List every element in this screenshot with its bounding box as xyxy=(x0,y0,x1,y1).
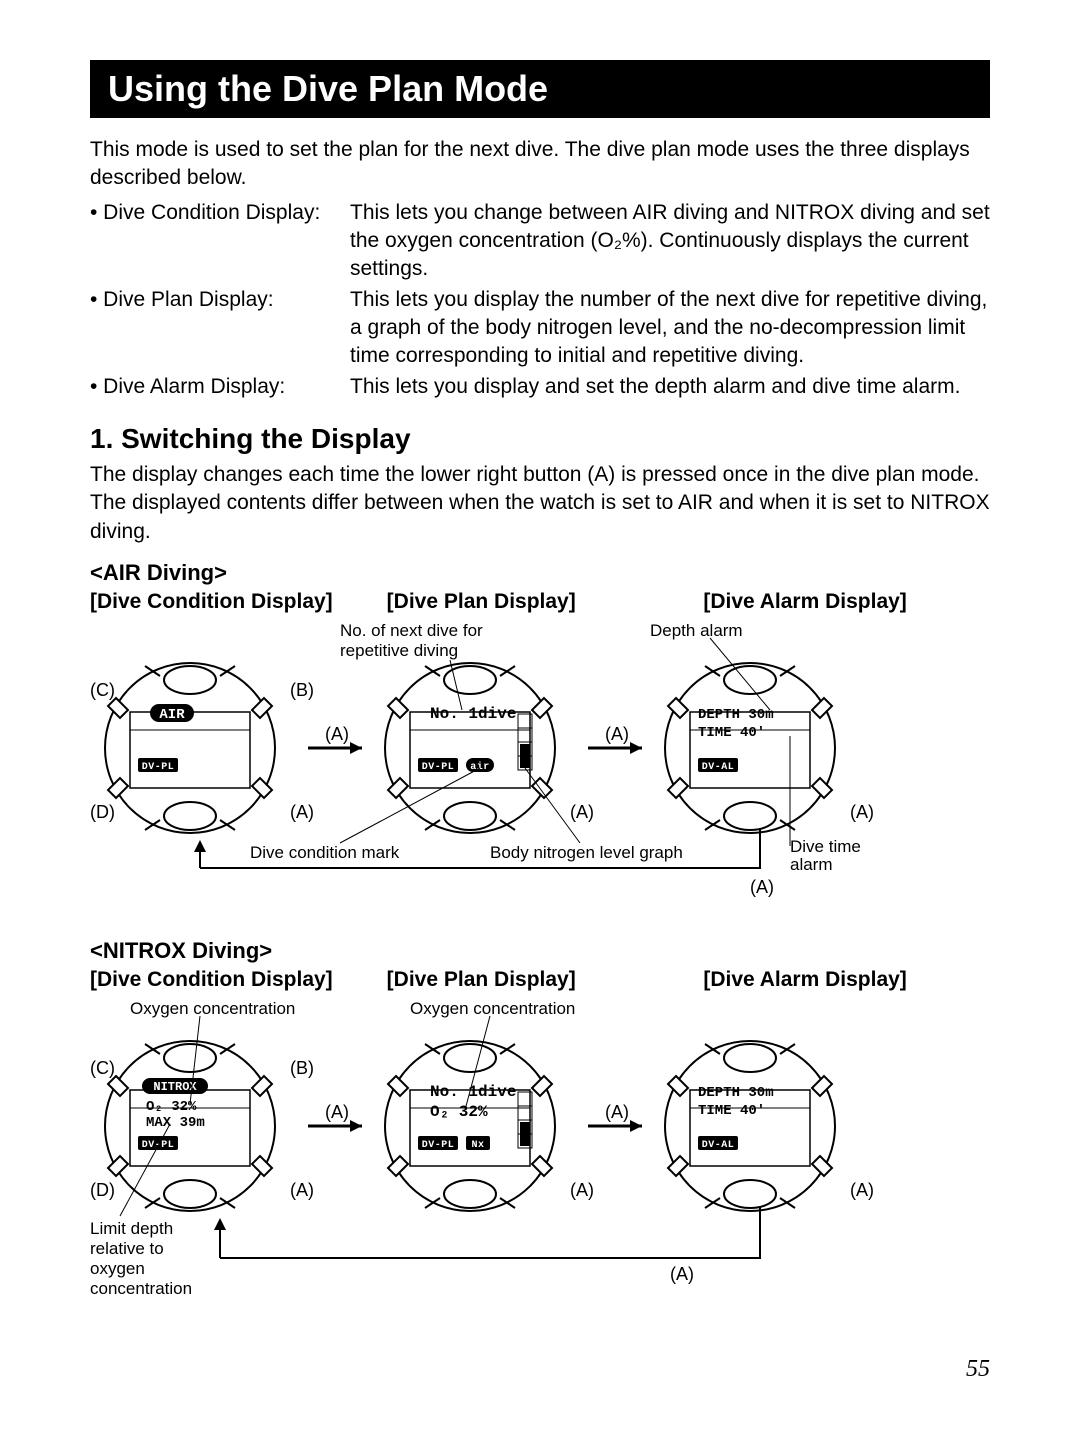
nitrox-watch-plan: No. 1dive O₂ 32% DV-PL Nx xyxy=(385,1016,555,1211)
arrow-icon: (A) xyxy=(308,1102,362,1132)
lcd-line: No. 1dive xyxy=(430,705,516,723)
lcd-line: No. 1dive xyxy=(430,1083,516,1101)
col-header: [Dive Condition Display] xyxy=(90,968,377,992)
air-watch-condition: AIR DV-PL xyxy=(105,663,275,833)
air-diagram: No. of next dive for repetitive diving D… xyxy=(90,618,990,918)
btn-label-a: (A) xyxy=(850,1180,874,1200)
anno-next-dive: No. of next dive for xyxy=(340,621,483,640)
arrow-icon: (A) xyxy=(308,724,362,754)
column-headers: [Dive Condition Display] [Dive Plan Disp… xyxy=(90,968,990,992)
intro-text: This mode is used to set the plan for th… xyxy=(90,136,990,193)
anno-limit-4: concentration xyxy=(90,1279,192,1298)
col-header: [Dive Plan Display] xyxy=(377,590,674,614)
air-watch-plan: No. 1dive DV-PL air xyxy=(385,660,555,833)
btn-label-b: (B) xyxy=(290,1058,314,1078)
btn-label-d: (D) xyxy=(90,802,115,822)
bullet-body: This lets you change between AIR diving … xyxy=(350,199,990,284)
col-header: [Dive Alarm Display] xyxy=(673,968,990,992)
mode-badge: DV-PL xyxy=(142,762,175,773)
arrow-label: (A) xyxy=(670,1264,694,1284)
btn-label-a: (A) xyxy=(290,802,314,822)
bullet-item: • Dive Condition Display: This lets you … xyxy=(90,199,990,284)
arrow-label: (A) xyxy=(750,877,774,897)
btn-label-a: (A) xyxy=(290,1180,314,1200)
anno-limit-1: Limit depth xyxy=(90,1219,173,1238)
return-arrow: (A) xyxy=(214,1206,760,1284)
btn-label-c: (C) xyxy=(90,1058,115,1078)
mode-badge: DV-PL xyxy=(422,1140,455,1151)
nitrox-watch-condition: NITROX O₂ 32% MAX 39m DV-PL xyxy=(105,1016,275,1211)
anno-oxy-2: Oxygen concentration xyxy=(410,999,575,1018)
section-heading: 1. Switching the Display xyxy=(90,423,990,455)
lcd-line: MAX 39m xyxy=(146,1115,205,1131)
bullet-label: • Dive Condition Display: xyxy=(90,199,350,284)
anno-nitro-graph: Body nitrogen level graph xyxy=(490,843,683,862)
lcd-line: O₂ 32% xyxy=(430,1103,488,1121)
page-number: 55 xyxy=(90,1356,990,1383)
bullet-body: This lets you display the number of the … xyxy=(350,286,990,371)
nitrox-diagram: Oxygen concentration Oxygen concentratio… xyxy=(90,996,990,1336)
arrow-icon: (A) xyxy=(588,1102,642,1132)
air-badge: AIR xyxy=(159,707,185,723)
arrow-label: (A) xyxy=(605,1102,629,1122)
bullet-list: • Dive Condition Display: This lets you … xyxy=(90,199,990,401)
anno-limit-2: relative to xyxy=(90,1239,164,1258)
anno-depth-alarm: Depth alarm xyxy=(650,621,743,640)
mode-badge: DV-AL xyxy=(702,762,735,773)
col-header: [Dive Plan Display] xyxy=(377,968,674,992)
anno-next-dive-2: repetitive diving xyxy=(340,641,458,660)
arrow-label: (A) xyxy=(325,724,349,744)
nitrox-mode-header: <NITROX Diving> xyxy=(90,938,990,964)
lcd-line: O₂ 32% xyxy=(146,1099,197,1115)
btn-label-b: (B) xyxy=(290,680,314,700)
air-watch-alarm: DEPTH 30m TIME 40' DV-AL xyxy=(665,638,835,833)
lcd-line: TIME 40' xyxy=(698,1103,765,1119)
cond-badge: Nx xyxy=(471,1140,484,1151)
arrow-icon: (A) xyxy=(588,724,642,754)
btn-label-a: (A) xyxy=(570,802,594,822)
column-headers: [Dive Condition Display] [Dive Plan Disp… xyxy=(90,590,990,614)
btn-label-d: (D) xyxy=(90,1180,115,1200)
page-title: Using the Dive Plan Mode xyxy=(90,60,990,118)
col-header: [Dive Condition Display] xyxy=(90,590,377,614)
btn-label-a: (A) xyxy=(850,802,874,822)
lcd-line: DEPTH 30m xyxy=(698,707,774,723)
anno-cond-mark: Dive condition mark xyxy=(250,843,400,862)
col-header: [Dive Alarm Display] xyxy=(673,590,990,614)
nitrox-watch-alarm: DEPTH 30m TIME 40' DV-AL xyxy=(665,1041,835,1211)
mode-badge: DV-PL xyxy=(422,762,455,773)
lcd-line: DEPTH 30m xyxy=(698,1085,774,1101)
bullet-item: • Dive Plan Display: This lets you displ… xyxy=(90,286,990,371)
bullet-body: This lets you display and set the depth … xyxy=(350,373,990,401)
lcd-line: TIME 40' xyxy=(698,725,765,741)
arrow-label: (A) xyxy=(605,724,629,744)
anno-limit-3: oxygen xyxy=(90,1259,145,1278)
bullet-item: • Dive Alarm Display: This lets you disp… xyxy=(90,373,990,401)
btn-label-a: (A) xyxy=(570,1180,594,1200)
section-para: The display changes each time the lower … xyxy=(90,461,990,546)
return-arrow: (A) xyxy=(194,828,774,897)
anno-oxy-1: Oxygen concentration xyxy=(130,999,295,1018)
anno-divetime: Dive time xyxy=(790,837,861,856)
nitrox-badge: NITROX xyxy=(153,1080,197,1094)
air-mode-header: <AIR Diving> xyxy=(90,560,990,586)
arrow-label: (A) xyxy=(325,1102,349,1122)
bullet-label: • Dive Plan Display: xyxy=(90,286,350,371)
bullet-label: • Dive Alarm Display: xyxy=(90,373,350,401)
btn-label-c: (C) xyxy=(90,680,115,700)
anno-divetime-2: alarm xyxy=(790,855,833,874)
mode-badge: DV-AL xyxy=(702,1140,735,1151)
